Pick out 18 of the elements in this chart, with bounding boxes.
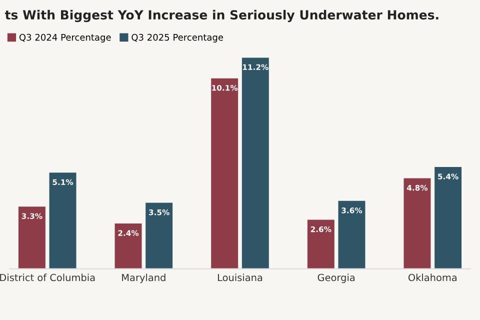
bar: [434, 166, 462, 269]
bar: [114, 224, 142, 269]
x-tick-label: Georgia: [318, 274, 354, 284]
x-tick-label: District of Columbia: [0, 274, 95, 282]
bar: [146, 202, 173, 269]
bar: [404, 178, 431, 269]
legend-label: Q3 2025 Percentage: [132, 34, 224, 42]
bar: [242, 58, 269, 269]
bar: [18, 206, 46, 269]
bar: [338, 200, 366, 269]
legend-label: Q3 2024 Percentage: [19, 34, 111, 42]
x-tick-label: Maryland: [122, 274, 166, 284]
bar: [211, 78, 238, 269]
bar: [49, 172, 76, 269]
bar: [307, 220, 334, 269]
chart-title: ts With Biggest YoY Increase in Seriously Underwater Homes.: [4, 10, 438, 22]
x-tick-label: Oklahoma: [408, 274, 456, 282]
x-tick-label: Louisiana: [218, 274, 262, 282]
